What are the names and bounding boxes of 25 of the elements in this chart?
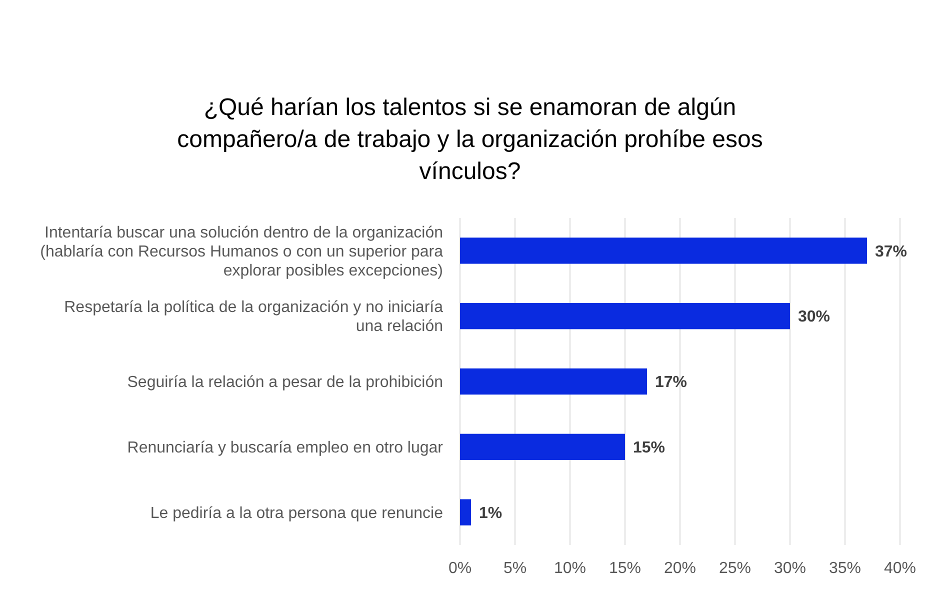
- x-tick-label: 15%: [608, 560, 642, 577]
- x-tick-label: 5%: [503, 560, 527, 577]
- x-tick-label: 35%: [828, 560, 862, 577]
- x-tick-label: 40%: [884, 560, 916, 577]
- y-tick-label: Intentaría buscar una solución dentro de la organización (hablaría con Recursos Humanos o con un superior para explorar posibles excepciones): [40, 224, 444, 280]
- y-tick-label: Renunciaría y buscaría empleo en otro lugar: [127, 440, 444, 456]
- x-tick-label: 10%: [554, 560, 586, 577]
- data-label: 1%: [479, 504, 502, 522]
- bar: [460, 238, 867, 264]
- y-tick-label: Seguiría la relación a pesar de la prohibición: [127, 374, 443, 392]
- bar: [460, 368, 647, 395]
- y-tick-label: Le pediría a la otra persona que renuncie: [150, 504, 444, 522]
- x-tick-label: 20%: [664, 560, 696, 577]
- bar: [460, 499, 471, 526]
- data-label: 37%: [875, 243, 908, 260]
- x-tick-label: 25%: [718, 560, 752, 577]
- x-tick-label: 30%: [774, 560, 806, 577]
- y-tick-label: Respetaría la política de la organización y no iniciaría una relación: [64, 299, 444, 336]
- bar: [460, 303, 790, 330]
- x-tick-label: 0%: [448, 560, 472, 577]
- bar: [460, 434, 625, 460]
- data-label: 30%: [798, 308, 830, 326]
- data-label: 15%: [633, 440, 666, 456]
- chart-title: ¿Qué harían los talentos si se enamoran de algún compañero/a de trabajo y la organización prohíbe esos vínculos?: [177, 94, 763, 185]
- data-label: 17%: [655, 374, 688, 392]
